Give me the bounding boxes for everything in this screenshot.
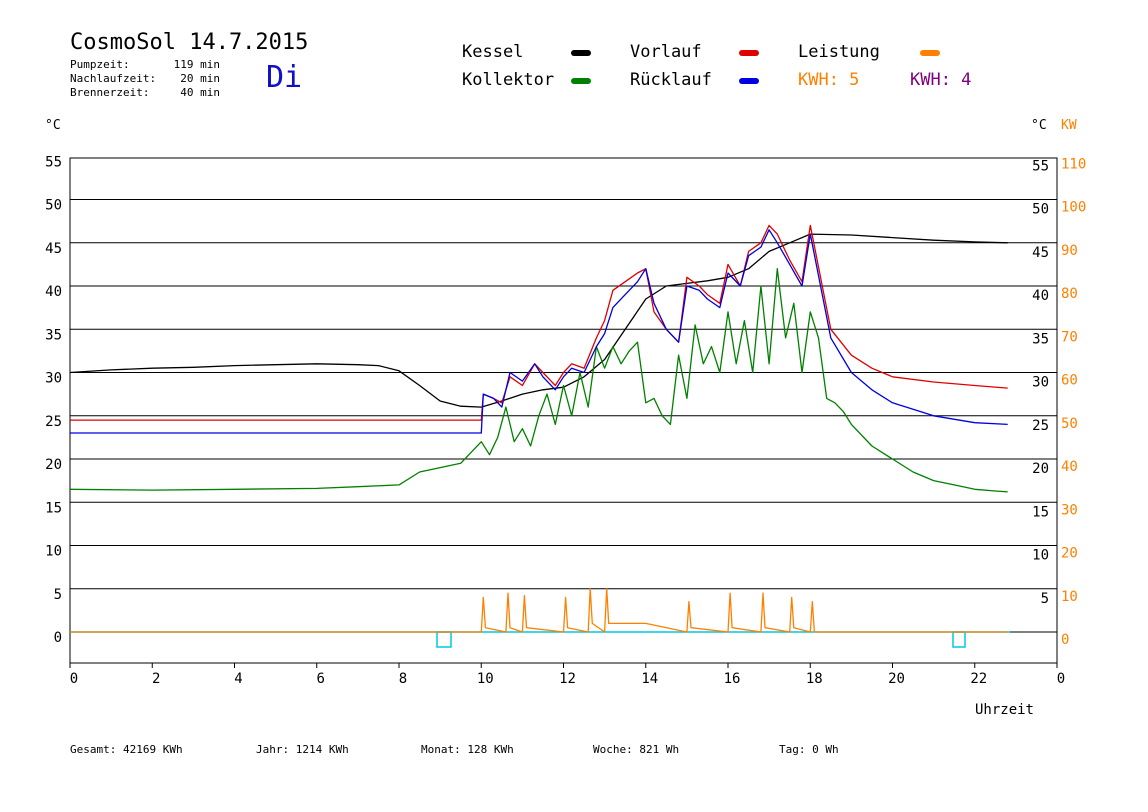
legend-leistung-swatch xyxy=(920,50,940,56)
info-value: 40 min xyxy=(180,86,220,99)
series-line-kessel xyxy=(69,233,1008,408)
x-tick-label: 0 xyxy=(70,671,78,687)
info-value: 119 min xyxy=(173,58,220,71)
footer-gesamt: Gesamt: 42169 KWh xyxy=(70,743,183,756)
series-line-rcklauf xyxy=(70,229,1008,434)
y-tick-right-kw: 20 xyxy=(1061,546,1078,562)
x-tick-label: 18 xyxy=(806,671,823,687)
x-tick-label: 10 xyxy=(477,671,494,687)
x-tick-label: 22 xyxy=(970,671,987,687)
info-brennerzeit: Brennerzeit: 40 min xyxy=(70,86,220,100)
info-block: Pumpzeit: 119 min Nachlaufzeit: 20 min B… xyxy=(70,58,220,100)
x-tick-label: 20 xyxy=(888,671,905,687)
y-tick-left: 20 xyxy=(45,457,62,473)
y-tick-right-kw: 110 xyxy=(1061,156,1086,172)
y-tick-right-temp: 45 xyxy=(1032,245,1049,261)
y-tick-right-kw: 40 xyxy=(1061,459,1078,475)
y-tick-right-temp: 15 xyxy=(1032,504,1049,520)
y-axis-label-kw: KW xyxy=(1061,118,1077,133)
y-tick-left: 5 xyxy=(54,587,62,603)
y-tick-left: 40 xyxy=(45,284,62,300)
y-tick-left: 55 xyxy=(45,154,62,170)
footer-monat: Monat: 128 KWh xyxy=(421,743,514,756)
y-tick-left: 35 xyxy=(45,327,62,343)
x-tick-label: 0 xyxy=(1057,671,1065,687)
legend-kollektor-label: Kollektor xyxy=(462,70,555,90)
legend-kessel-swatch xyxy=(571,50,591,56)
y-tick-right-kw: 0 xyxy=(1061,632,1069,648)
info-nachlaufzeit: Nachlaufzeit: 20 min xyxy=(70,72,220,86)
info-label: Pumpzeit: xyxy=(70,58,130,71)
y-tick-left: 25 xyxy=(45,414,62,430)
y-axis-label-right: °C xyxy=(1031,118,1047,133)
legend-vorlauf-label: Vorlauf xyxy=(630,42,702,62)
y-tick-left: 30 xyxy=(45,371,62,387)
x-tick-label: 2 xyxy=(152,671,160,687)
info-value: 20 min xyxy=(180,72,220,85)
info-label: Brennerzeit: xyxy=(70,86,150,99)
y-axis-label-left: °C xyxy=(45,118,61,133)
footer-woche: Woche: 821 Wh xyxy=(593,743,680,756)
plot-frame xyxy=(69,157,1058,664)
y-tick-left: 45 xyxy=(45,241,62,257)
y-tick-right-temp: 10 xyxy=(1032,548,1049,564)
y-tick-left: 10 xyxy=(45,544,62,560)
y-tick-right-kw: 50 xyxy=(1061,416,1078,432)
y-tick-right-kw: 80 xyxy=(1061,286,1078,302)
y-tick-right-temp: 25 xyxy=(1032,418,1049,434)
x-tick-label: 16 xyxy=(724,671,741,687)
pump-marker xyxy=(436,631,452,648)
x-tick-label: 12 xyxy=(559,671,576,687)
x-tick-label: 8 xyxy=(399,671,407,687)
legend-kessel-label: Kessel xyxy=(462,42,524,62)
footer-tag: Tag: 0 Wh xyxy=(779,743,839,756)
legend-kollektor-swatch xyxy=(571,78,591,84)
pump-marker xyxy=(952,631,966,648)
footer-jahr: Jahr: 1214 KWh xyxy=(256,743,349,756)
y-tick-right-temp: 55 xyxy=(1032,158,1049,174)
legend-kwh2-label: KWH: 4 xyxy=(910,70,972,90)
info-pumpzeit: Pumpzeit: 119 min xyxy=(70,58,220,72)
legend-ruecklauf-label: Rücklauf xyxy=(630,70,712,90)
y-tick-right-kw: 30 xyxy=(1061,502,1078,518)
y-tick-right-temp: 20 xyxy=(1032,461,1049,477)
legend-ruecklauf-swatch xyxy=(739,78,759,84)
legend-leistung-label: Leistung xyxy=(798,42,880,62)
y-tick-right-temp: 5 xyxy=(1041,591,1049,607)
series-line-leistung xyxy=(70,588,1008,633)
y-tick-right-kw: 100 xyxy=(1061,200,1086,216)
y-tick-right-temp: 50 xyxy=(1032,202,1049,218)
y-tick-right-kw: 10 xyxy=(1061,589,1078,605)
series-line-kollektor xyxy=(69,268,1008,493)
temperature-chart: 5550454035302520151050555045403530252015… xyxy=(45,118,1086,718)
weekday-label: Di xyxy=(266,60,303,95)
legend-vorlauf-swatch xyxy=(739,50,759,56)
info-label: Nachlaufzeit: xyxy=(70,72,157,85)
y-tick-right-kw: 70 xyxy=(1061,329,1078,345)
x-tick-label: 6 xyxy=(317,671,325,687)
y-tick-right-temp: 35 xyxy=(1032,331,1049,347)
y-tick-right-kw: 90 xyxy=(1061,243,1078,259)
y-tick-right-temp: 30 xyxy=(1032,375,1049,391)
y-tick-right-kw: 60 xyxy=(1061,373,1078,389)
y-tick-left: 15 xyxy=(45,500,62,516)
legend-kwh1-label: KWH: 5 xyxy=(798,70,860,90)
y-tick-right-temp: 40 xyxy=(1032,288,1049,304)
y-tick-left: 0 xyxy=(54,630,62,646)
y-tick-left: 50 xyxy=(45,198,62,214)
x-axis-label: Uhrzeit xyxy=(975,702,1034,718)
x-tick-label: 4 xyxy=(234,671,242,687)
chart-title: CosmoSol 14.7.2015 xyxy=(70,30,309,55)
x-tick-label: 14 xyxy=(641,671,658,687)
